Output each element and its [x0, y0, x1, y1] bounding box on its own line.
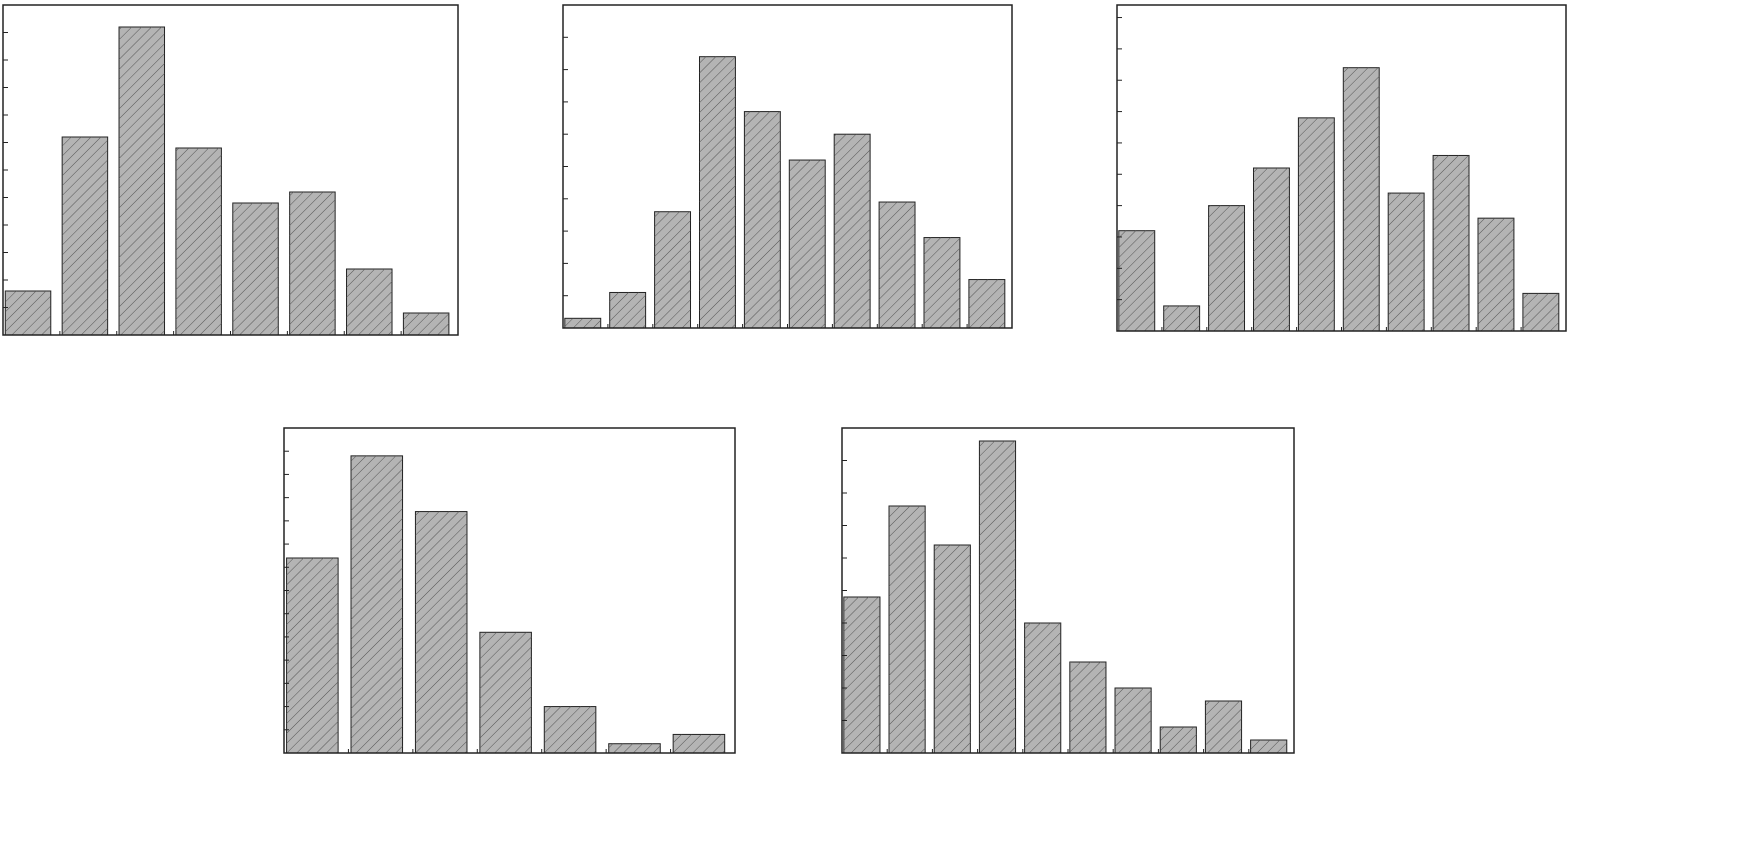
bar-hatch [564, 318, 601, 328]
bar-hatch [544, 706, 596, 753]
bar-hatch [415, 511, 467, 753]
bar-hatch [1024, 623, 1061, 753]
bar-hatch [1208, 205, 1245, 331]
bar-hatch [1388, 193, 1425, 331]
bar-hatch [1477, 218, 1514, 331]
bar-hatch [979, 441, 1016, 753]
bar-hatch [1250, 740, 1287, 753]
bar-hatch [834, 134, 871, 328]
bar-hatch [923, 237, 960, 328]
bar-hatch [1160, 727, 1197, 753]
bar-hatch [232, 203, 279, 335]
bar-hatch [789, 160, 826, 328]
bar-hatch [175, 148, 222, 335]
bar-hatch [1205, 701, 1242, 753]
bar-hatch [1069, 662, 1106, 753]
bar-hatch [934, 545, 971, 753]
bar-hatch [1298, 117, 1335, 331]
bar-hatch [1115, 688, 1152, 753]
bar-hatch [879, 202, 916, 328]
bar-hatch [654, 211, 691, 328]
bar-hatch [673, 734, 725, 753]
bar-hatch [119, 27, 165, 335]
bar-hatch [699, 56, 736, 329]
bar-hatch [289, 192, 336, 335]
bar-hatch [968, 279, 1005, 328]
plot-frame [1116, 4, 1567, 332]
plot-frame [841, 427, 1295, 754]
bar-hatch [843, 597, 880, 753]
bar-hatch [1343, 67, 1380, 331]
bar-hatch [62, 137, 108, 335]
plot-frame [2, 4, 459, 336]
bar-hatch [479, 632, 532, 753]
bar-hatch [1522, 293, 1559, 331]
bar-hatch [1433, 155, 1470, 331]
bar-hatch [5, 291, 51, 335]
bar-hatch [1118, 230, 1155, 331]
bar-hatch [351, 455, 403, 753]
bar-hatch [403, 313, 449, 335]
bar-hatch [889, 506, 926, 753]
bar-hatch [346, 269, 393, 335]
plot-frame [562, 4, 1013, 329]
bar-hatch [1163, 305, 1200, 331]
plot-frame [283, 427, 736, 754]
bar-hatch [286, 558, 339, 753]
bar-hatch [744, 111, 781, 328]
bar-hatch [1253, 168, 1290, 331]
bar-hatch [609, 292, 646, 328]
bar-hatch [608, 743, 661, 753]
